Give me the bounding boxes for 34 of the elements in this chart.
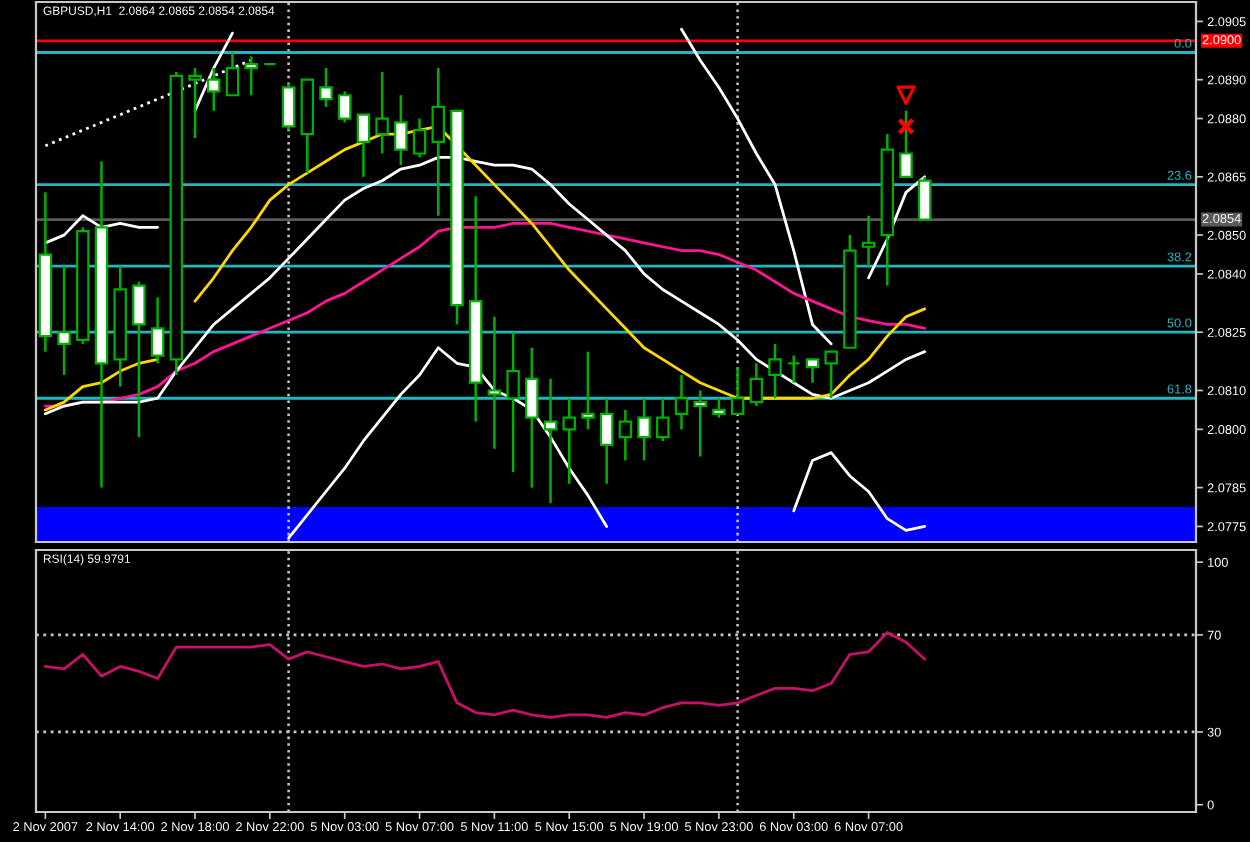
- candlestick: [188, 66, 202, 140]
- candlestick: [375, 70, 389, 155]
- candlestick: [57, 264, 71, 377]
- candlestick: [618, 408, 633, 462]
- candlestick: [749, 362, 764, 408]
- candlestick: [356, 113, 371, 179]
- candlestick: [150, 296, 165, 365]
- candlestick: [543, 377, 558, 505]
- candlestick: [693, 389, 707, 458]
- candlestick: [281, 82, 296, 132]
- candlestick: [412, 117, 427, 159]
- candlestick: [599, 397, 614, 485]
- candlestick: [656, 397, 670, 443]
- candlestick: [225, 51, 240, 97]
- candlestick: [787, 354, 801, 384]
- candlestick: [861, 214, 876, 268]
- candlestick: [637, 397, 651, 462]
- candlestick: [207, 66, 221, 113]
- candlestick: [506, 330, 520, 474]
- candlestick: [730, 365, 745, 416]
- candlestick: [712, 397, 726, 419]
- line-series: [43, 222, 927, 408]
- candlestick: [824, 350, 838, 400]
- candlestick: [899, 109, 913, 179]
- candlestick: [805, 358, 820, 384]
- candlestick: [431, 66, 445, 217]
- candlestick: [674, 373, 689, 431]
- candlestick: [319, 66, 333, 109]
- line-series: [792, 451, 927, 532]
- candlestick: [581, 350, 595, 431]
- line-series: [43, 631, 927, 719]
- candlestick: [337, 90, 352, 124]
- candlestick: [768, 342, 782, 400]
- candlestick: [562, 397, 576, 485]
